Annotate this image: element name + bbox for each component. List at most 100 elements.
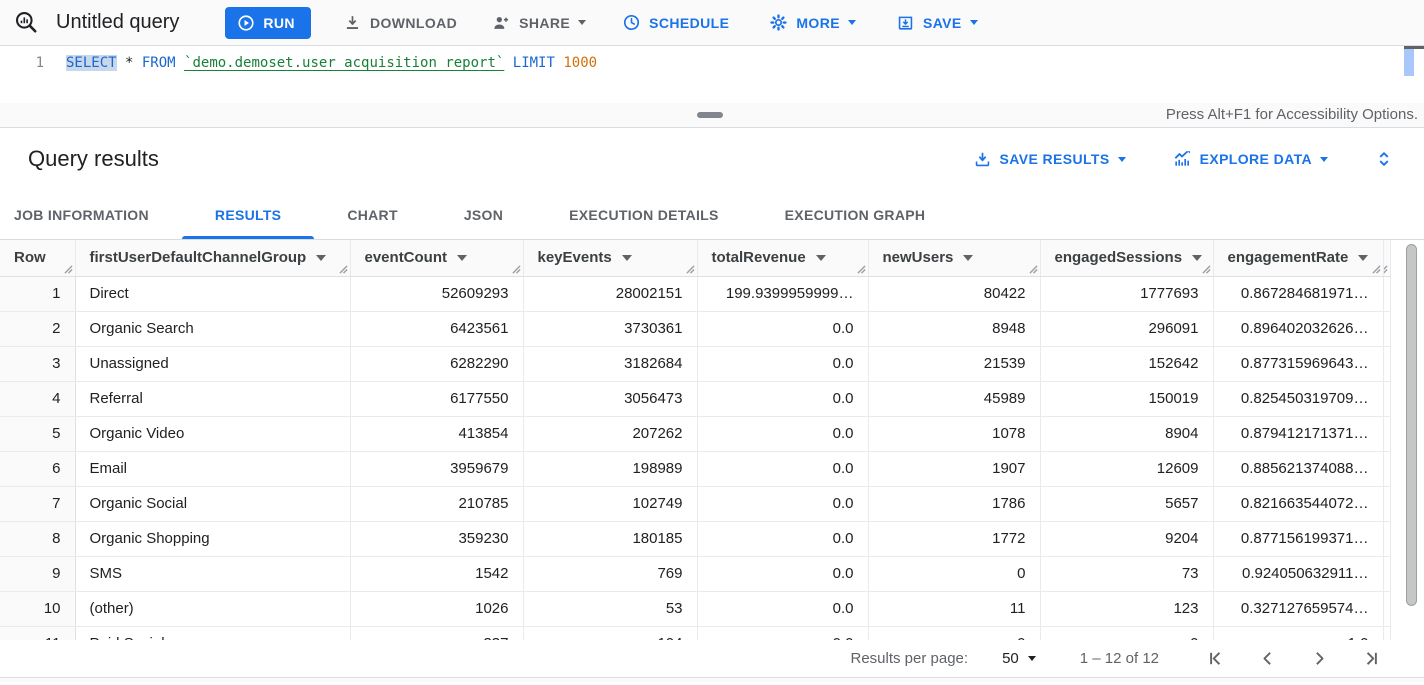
tabs: JOB INFORMATION RESULTS CHART JSON EXECUTION… (0, 190, 1424, 240)
column-resize-grip[interactable] (1201, 264, 1211, 274)
tab-execution-graph[interactable]: EXECUTION GRAPH (784, 206, 926, 223)
tab-results[interactable]: RESULTS (181, 190, 315, 239)
column-menu-icon[interactable] (1358, 254, 1369, 261)
cell: 80422 (868, 276, 1041, 312)
accessibility-hint: Press Alt+F1 for Accessibility Options. (1165, 106, 1418, 123)
cell-partial (1383, 451, 1391, 487)
tab-execution-details[interactable]: EXECUTION DETAILS (569, 206, 719, 223)
cell: 5657 (1040, 486, 1214, 522)
last-page-icon[interactable] (1361, 648, 1382, 669)
cell: 1026 (350, 591, 524, 627)
column-menu-icon[interactable] (963, 254, 974, 261)
column-menu-icon[interactable] (815, 254, 826, 261)
split-drag-handle[interactable] (697, 112, 723, 118)
cell: 53 (523, 591, 698, 627)
sql-star: * (116, 55, 142, 71)
row-number: 3 (0, 346, 76, 382)
column-resize-grip[interactable] (856, 264, 866, 274)
sql-code: SELECT * FROM `demo.demoset.user_acquisi… (66, 55, 597, 71)
tab-json[interactable]: JSON (463, 206, 504, 223)
column-label: Row (14, 249, 46, 267)
column-header-totalRevenue[interactable]: totalRevenue (697, 240, 869, 277)
row-number: 8 (0, 521, 76, 557)
cell: 0.885621374088… (1213, 451, 1384, 487)
share-button[interactable]: SHARE (491, 13, 587, 33)
first-page-icon[interactable] (1205, 648, 1226, 669)
column-menu-icon[interactable] (457, 254, 467, 261)
previous-page-icon[interactable] (1257, 648, 1278, 669)
cell: 0.825450319709… (1213, 381, 1384, 417)
column-resize-grip[interactable] (338, 264, 348, 274)
column-resize-grip[interactable] (511, 264, 521, 274)
column-header-engagedSessions[interactable]: engagedSessions (1040, 240, 1214, 277)
cell: SMS (75, 556, 351, 592)
editor-scrollbar-thumb[interactable] (1404, 49, 1414, 76)
cell: 1907 (868, 451, 1041, 487)
column-resize-grip[interactable] (63, 264, 73, 274)
more-button[interactable]: MORE (769, 13, 856, 32)
column-header-keyEvents[interactable]: keyEvents (523, 240, 698, 277)
download-button[interactable]: DOWNLOAD (343, 13, 457, 32)
chevron-down-icon (1027, 656, 1036, 661)
cell: Referral (75, 381, 351, 417)
chevron-down-icon (847, 20, 856, 25)
save-results-button[interactable]: SAVE RESULTS (973, 150, 1126, 169)
cell: 0.877156199371… (1213, 521, 1384, 557)
query-tab-icon (16, 11, 37, 33)
chevron-down-icon (1320, 156, 1328, 162)
save-label: SAVE (922, 14, 962, 31)
cell: 1772 (868, 521, 1041, 557)
table-row: 4 Referral 6177550 3056473 0.0 45989 150019 0.8… (0, 381, 1391, 417)
column-resize-grip[interactable] (1028, 264, 1038, 274)
save-button[interactable]: SAVE (896, 13, 978, 32)
sql-editor[interactable]: 1 SELECT * FROM `demo.demoset.user_acqui… (0, 46, 1424, 103)
column-header-newUsers[interactable]: newUsers (868, 240, 1041, 277)
person-add-icon (494, 16, 509, 29)
query-title: Untitled query (56, 11, 180, 33)
column-header-Row[interactable]: Row (0, 240, 76, 277)
column-menu-icon[interactable] (1192, 254, 1203, 261)
run-label: RUN (263, 14, 295, 31)
tab-job-information[interactable]: JOB INFORMATION (14, 206, 149, 223)
cell: 0.879412171371… (1213, 416, 1384, 452)
cell: Organic Social (75, 486, 351, 522)
column-header-firstUserDefaultChannelGroup[interactable]: firstUserDefaultChannelGroup (75, 240, 351, 277)
column-resize-grip[interactable] (1383, 264, 1388, 274)
sql-keyword-limit: LIMIT (512, 55, 555, 71)
sql-line: 1 SELECT * FROM `demo.demoset.user_acqui… (0, 46, 1424, 71)
tab-chart[interactable]: CHART (347, 206, 398, 223)
collapse-results-button[interactable] (1374, 148, 1394, 170)
table-vertical-scrollbar[interactable] (1406, 244, 1417, 606)
pager-controls (1205, 648, 1382, 669)
column-header-engagementRate[interactable]: engagementRate (1213, 240, 1384, 277)
cell: Email (75, 451, 351, 487)
explore-data-button[interactable]: EXPLORE DATA (1172, 149, 1328, 169)
column-header-eventCount[interactable]: eventCount (350, 240, 524, 277)
cell: Direct (75, 276, 351, 312)
column-resize-grip[interactable] (1371, 264, 1381, 274)
column-menu-icon[interactable] (316, 254, 327, 261)
schedule-button[interactable]: SCHEDULE (622, 13, 729, 32)
page-size-select[interactable]: 50 (1002, 650, 1036, 667)
run-button[interactable]: RUN (225, 6, 311, 39)
row-number: 10 (0, 591, 76, 627)
cell: 0.896402032626… (1213, 311, 1384, 347)
cell: 413854 (350, 416, 524, 452)
cell: 1777693 (1040, 276, 1214, 312)
cell-partial (1383, 381, 1391, 417)
editor-scrollbar[interactable] (1404, 46, 1424, 103)
cell: 6177550 (350, 381, 524, 417)
sql-table-reference[interactable]: `demo.demoset.user_acquisition_report` (184, 55, 505, 71)
cell: 3959679 (350, 451, 524, 487)
table-row: 2 Organic Search 6423561 3730361 0.0 8948 2960… (0, 311, 1391, 347)
column-menu-icon[interactable] (621, 254, 632, 261)
cell: Organic Search (75, 311, 351, 347)
cell: 210785 (350, 486, 524, 522)
page-background (0, 678, 1424, 682)
cell: 0.0 (697, 416, 869, 452)
table-row: 1 Direct 52609293 28002151 199.9399959999… 80… (0, 276, 1391, 312)
column-resize-grip[interactable] (685, 264, 695, 274)
sql-limit-value: 1000 (563, 55, 598, 71)
next-page-icon[interactable] (1309, 648, 1330, 669)
play-icon (238, 14, 254, 31)
